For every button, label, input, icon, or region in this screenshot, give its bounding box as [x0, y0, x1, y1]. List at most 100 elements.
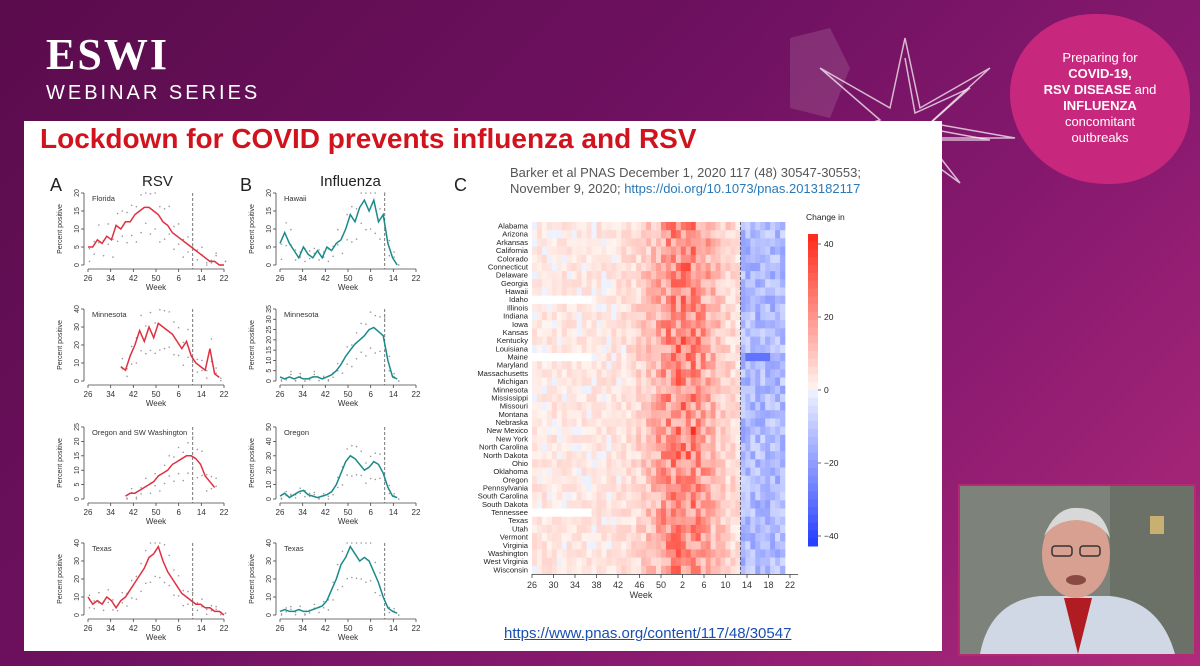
heatmap-cell: [705, 344, 711, 354]
heatmap-cell: [775, 393, 781, 403]
background-dot: [130, 579, 133, 582]
background-dot: [102, 254, 105, 257]
heatmap-cell: [561, 352, 568, 362]
heatmap-x-tick-label: 22: [785, 580, 795, 590]
heatmap-cell: [765, 238, 771, 247]
heatmap-cell: [710, 246, 716, 256]
heatmap-cell: [631, 402, 637, 411]
y-tick-label: 40: [74, 539, 81, 547]
heatmap-row-label: Wisconsin: [493, 565, 528, 574]
y-tick-label: 15: [74, 207, 81, 215]
heatmap-cell: [601, 238, 607, 247]
heatmap-cell: [532, 279, 538, 288]
heatmap-cell: [745, 508, 751, 517]
background-dot: [220, 613, 222, 616]
heatmap-cell: [556, 418, 563, 427]
heatmap-cell: [665, 508, 672, 517]
heatmap-cell: [591, 303, 597, 313]
heatmap-cell: [735, 557, 741, 567]
heatmap-cell: [680, 377, 687, 387]
background-dot: [360, 222, 363, 225]
heatmap-cell: [576, 279, 582, 288]
x-axis-label: Week: [338, 633, 359, 642]
heatmap-cell: [670, 467, 677, 477]
heatmap-cell: [755, 361, 761, 370]
heatmap-cell: [656, 483, 662, 493]
heatmap-cell: [601, 254, 607, 264]
heatmap-cell: [725, 279, 731, 288]
pnas-article-link[interactable]: https://www.pnas.org/content/117/48/3054…: [504, 625, 792, 642]
citation-doi-link[interactable]: https://doi.org/10.1073/pnas.2013182117: [624, 181, 861, 196]
heatmap-cell: [705, 377, 711, 387]
legend-swatch: [808, 413, 818, 422]
heatmap-cell: [586, 222, 592, 231]
heatmap-cell: [661, 254, 667, 264]
heatmap-cell: [710, 271, 716, 280]
heatmap-cell: [556, 254, 563, 264]
background-dot: [379, 477, 381, 480]
heatmap-cell: [581, 246, 587, 256]
legend-swatch: [808, 280, 818, 290]
heatmap-x-tick-label: 30: [548, 580, 558, 590]
background-dot: [369, 580, 372, 582]
heatmap-cell: [566, 475, 572, 485]
background-dot: [346, 448, 348, 450]
heatmap-cell: [780, 492, 786, 501]
heatmap-x-tick-label: 34: [570, 580, 580, 590]
heatmap-cell: [646, 500, 652, 509]
heatmap-cell: [715, 246, 721, 256]
heatmap-cell: [616, 246, 622, 256]
heatmap-cell: [656, 369, 662, 378]
y-tick-label: 20: [266, 466, 273, 474]
heatmap-cell: [546, 320, 553, 329]
background-dot: [149, 233, 152, 235]
heatmap-cell: [601, 287, 607, 296]
background-dot: [191, 466, 194, 469]
heatmap-cell: [780, 475, 786, 485]
heatmap-cell: [641, 483, 647, 493]
heatmap-cell: [636, 369, 642, 378]
heatmap-cell: [730, 541, 736, 550]
background-dot: [365, 192, 367, 194]
heatmap-cell: [616, 385, 622, 395]
heatmap-cell: [760, 287, 766, 296]
background-dot: [383, 192, 386, 194]
panel-a-letter: A: [50, 175, 63, 195]
heatmap-cell: [556, 246, 563, 256]
heatmap-cell: [651, 369, 657, 378]
heatmap-cell: [532, 451, 538, 460]
heatmap-cell: [760, 393, 766, 403]
heatmap-cell: [591, 262, 597, 272]
heatmap-cell: [621, 508, 627, 517]
heatmap-cell: [675, 533, 682, 542]
heatmap-cell: [715, 508, 721, 517]
background-dot: [304, 613, 306, 615]
heatmap-cell: [720, 516, 726, 526]
heatmap-cell: [571, 320, 577, 329]
heatmap-cell: [641, 533, 647, 542]
y-axis-label: Percent positive: [57, 554, 64, 604]
x-tick-label: 34: [298, 508, 307, 517]
heatmap-cell: [710, 508, 716, 517]
heatmap-cell: [730, 557, 736, 567]
heatmap-cell: [695, 434, 701, 444]
heatmap-cell: [695, 254, 701, 264]
heatmap-cell: [606, 557, 612, 567]
heatmap-cell: [680, 500, 687, 509]
heatmap-cell: [680, 271, 687, 280]
background-dot: [374, 314, 377, 317]
heatmap-cell: [730, 483, 736, 493]
heatmap-cell: [670, 565, 677, 575]
heatmap-cell: [735, 385, 741, 395]
heatmap-cell: [710, 320, 716, 329]
heatmap-cell: [775, 279, 781, 288]
heatmap-cell: [695, 533, 701, 542]
heatmap-cell: [636, 451, 642, 460]
heatmap-cell: [670, 492, 677, 501]
heatmap-cell: [656, 262, 662, 272]
heatmap-cell: [636, 279, 642, 288]
heatmap-cell: [541, 475, 548, 485]
heatmap-cell: [745, 303, 751, 313]
background-dot: [355, 474, 358, 476]
heatmap-cell: [601, 328, 607, 337]
